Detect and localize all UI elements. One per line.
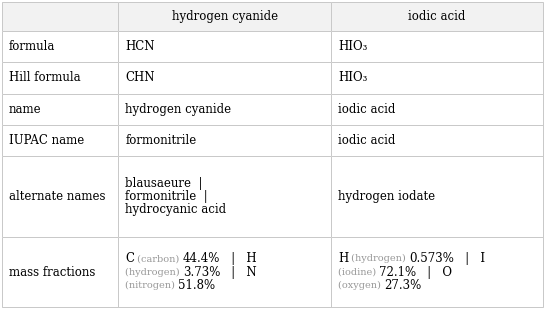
Text: |   O: | O	[416, 265, 452, 278]
Text: (carbon): (carbon)	[134, 254, 183, 263]
Text: hydrogen iodate: hydrogen iodate	[338, 190, 435, 203]
Bar	[2, 94, 118, 125]
Text: formula: formula	[9, 40, 56, 53]
Text: HIO₃: HIO₃	[338, 40, 367, 53]
Bar	[331, 156, 543, 237]
Text: (iodine): (iodine)	[338, 268, 379, 277]
Text: formonitrile  |: formonitrile |	[125, 190, 208, 203]
Bar	[118, 94, 331, 125]
Text: |   H: | H	[220, 252, 257, 265]
Bar	[331, 62, 543, 94]
Bar	[2, 31, 118, 62]
Bar	[331, 2, 543, 31]
Text: hydrogen cyanide: hydrogen cyanide	[172, 10, 278, 23]
Bar	[2, 62, 118, 94]
Bar	[118, 94, 331, 125]
Text: alternate names: alternate names	[9, 190, 106, 203]
Bar	[118, 156, 331, 237]
Bar	[118, 125, 331, 156]
Text: iodic acid: iodic acid	[408, 10, 465, 23]
Bar	[2, 125, 118, 156]
Text: hydrocyanic acid: hydrocyanic acid	[125, 203, 226, 216]
Text: |   N: | N	[220, 265, 257, 278]
Bar	[118, 2, 331, 31]
Bar	[118, 31, 331, 62]
Text: name: name	[9, 103, 41, 116]
Bar	[118, 237, 331, 307]
Text: iodic acid: iodic acid	[338, 134, 395, 147]
Text: |   I: | I	[454, 252, 485, 265]
Bar	[118, 156, 331, 237]
Bar	[331, 125, 543, 156]
Text: formonitrile: formonitrile	[125, 134, 197, 147]
Bar	[118, 62, 331, 94]
Text: 0.573%: 0.573%	[409, 252, 454, 265]
Bar	[2, 62, 118, 94]
Text: iodic acid: iodic acid	[338, 103, 395, 116]
Bar	[331, 2, 543, 31]
Bar	[2, 156, 118, 237]
Text: IUPAC name: IUPAC name	[9, 134, 84, 147]
Text: 72.1%: 72.1%	[379, 265, 416, 278]
Text: 44.4%: 44.4%	[183, 252, 220, 265]
Bar	[331, 94, 543, 125]
Bar	[2, 237, 118, 307]
Bar	[2, 2, 118, 31]
Bar	[331, 237, 543, 307]
Bar	[331, 237, 543, 307]
Text: (nitrogen): (nitrogen)	[125, 281, 178, 290]
Bar	[118, 237, 331, 307]
Text: (hydrogen): (hydrogen)	[125, 268, 183, 277]
Bar	[331, 156, 543, 237]
Bar	[118, 62, 331, 94]
Bar	[331, 125, 543, 156]
Bar	[331, 94, 543, 125]
Text: 51.8%: 51.8%	[178, 279, 215, 292]
Text: C: C	[125, 252, 134, 265]
Text: hydrogen cyanide: hydrogen cyanide	[125, 103, 232, 116]
Bar	[2, 2, 118, 31]
Text: 3.73%: 3.73%	[183, 265, 220, 278]
Bar	[118, 125, 331, 156]
Text: blausaeure  |: blausaeure |	[125, 177, 203, 190]
Bar	[2, 237, 118, 307]
Text: (hydrogen): (hydrogen)	[348, 254, 409, 264]
Bar	[331, 62, 543, 94]
Bar	[2, 156, 118, 237]
Text: H: H	[338, 252, 348, 265]
Bar	[2, 125, 118, 156]
Text: HIO₃: HIO₃	[338, 71, 367, 84]
Bar	[331, 31, 543, 62]
Text: CHN: CHN	[125, 71, 155, 84]
Text: Hill formula: Hill formula	[9, 71, 81, 84]
Text: mass fractions: mass fractions	[9, 265, 95, 278]
Text: (oxygen): (oxygen)	[338, 281, 384, 290]
Bar	[331, 31, 543, 62]
Bar	[2, 31, 118, 62]
Bar	[2, 94, 118, 125]
Text: HCN: HCN	[125, 40, 155, 53]
Bar	[118, 31, 331, 62]
Text: 27.3%: 27.3%	[384, 279, 421, 292]
Bar	[118, 2, 331, 31]
